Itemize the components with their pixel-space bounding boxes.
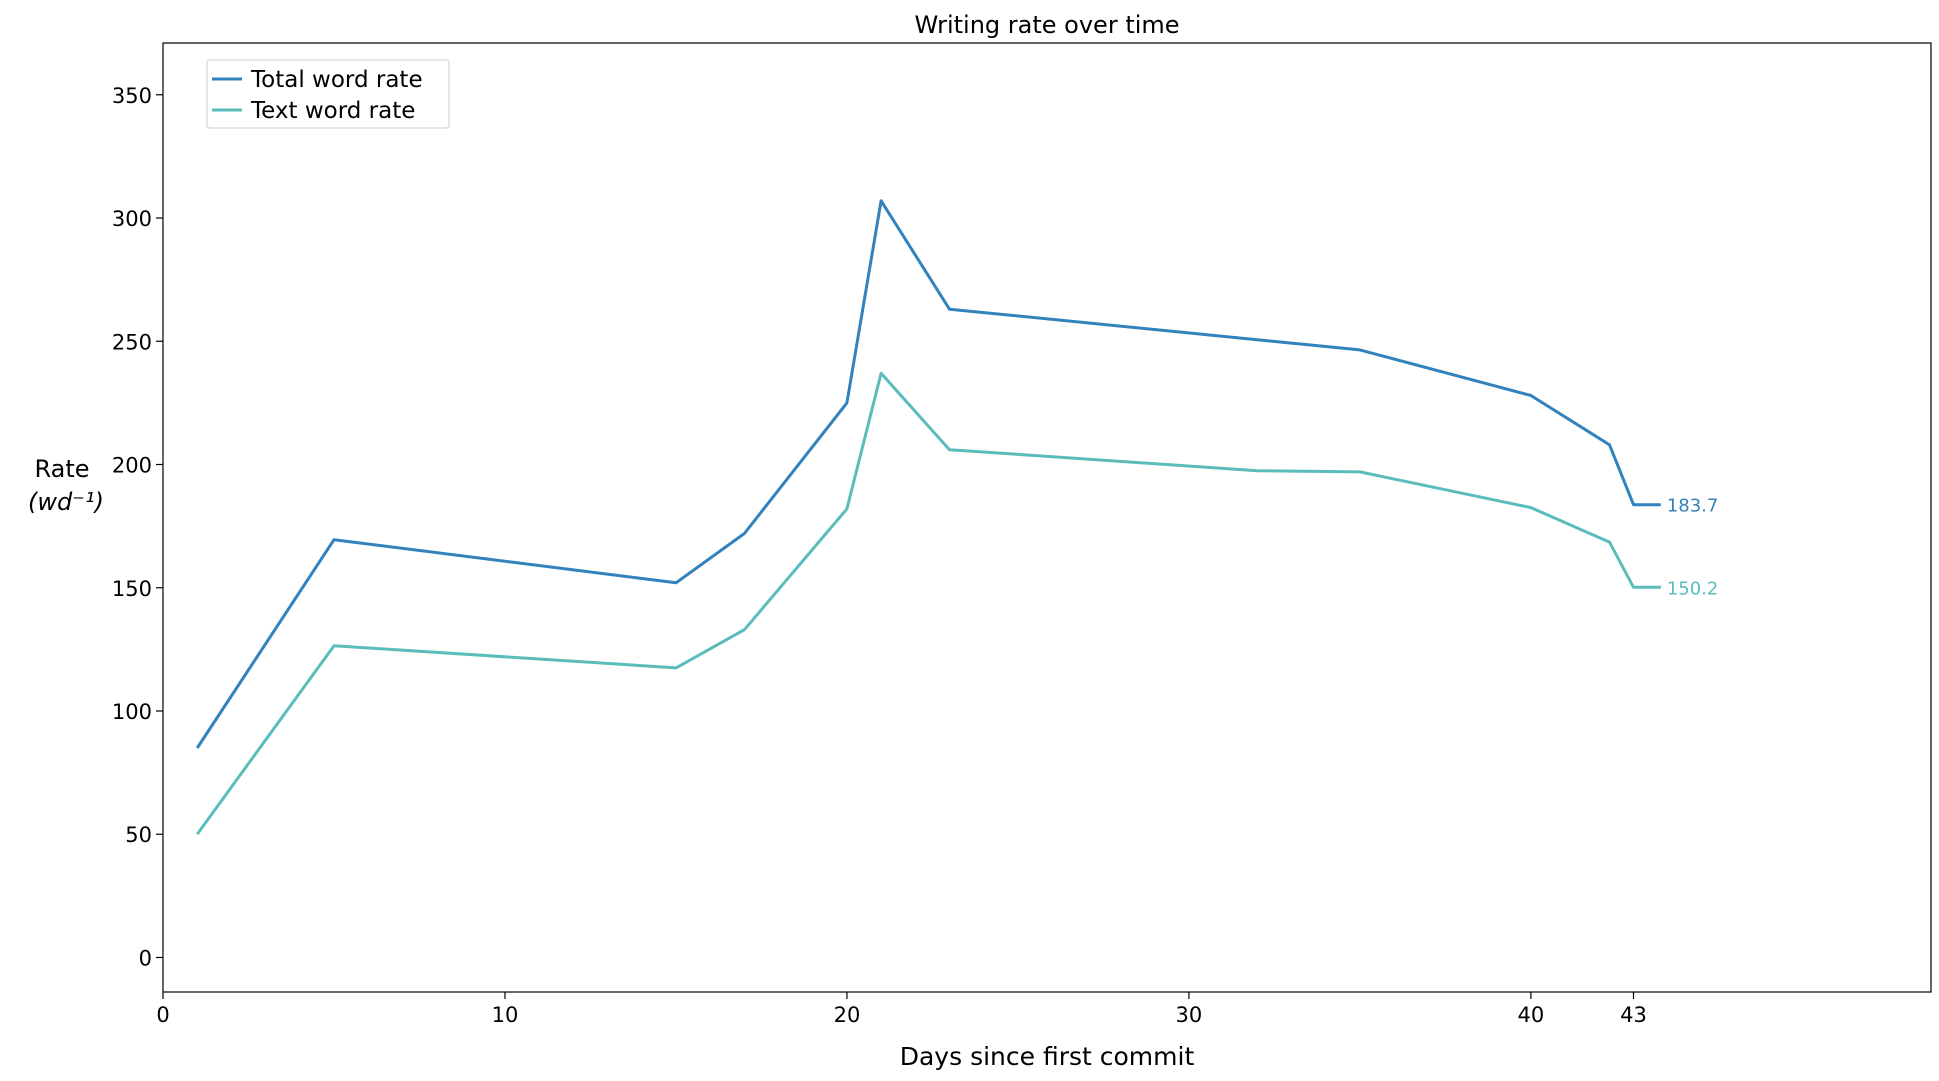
x-axis-label: Days since first commit	[900, 1042, 1195, 1071]
x-tick-label: 10	[492, 1003, 519, 1027]
series-line-text-word-rate	[195, 371, 1661, 836]
y-tick-label: 0	[139, 946, 152, 970]
y-axis-label-line1: Rate	[34, 455, 89, 483]
y-tick-label: 100	[112, 700, 152, 724]
x-tick-label: 20	[834, 1003, 861, 1027]
y-tick-label: 150	[112, 577, 152, 601]
y-tick-label: 50	[125, 823, 152, 847]
series-line-total-word-rate	[195, 199, 1661, 749]
y-axis-ticks: 0 50 100 150 200 250 300 350	[112, 84, 163, 970]
x-tick-label: 40	[1518, 1003, 1545, 1027]
y-axis-label-line2: (wd⁻¹)	[28, 488, 104, 516]
legend-box	[206, 59, 450, 129]
series-end-labels: 183.7 150.2	[1667, 496, 1719, 600]
x-axis-ticks: 0 10 20 30 40 43	[156, 992, 1647, 1027]
end-label-total-word-rate: 183.7	[1667, 496, 1719, 517]
legend: Total word rate Text word rate	[206, 59, 450, 129]
legend-label-text-word-rate: Text word rate	[250, 98, 415, 124]
x-tick-label: 0	[156, 1003, 169, 1027]
plot-frame	[162, 42, 1932, 993]
chart-title: Writing rate over time	[914, 11, 1179, 39]
y-tick-label: 200	[112, 454, 152, 478]
y-tick-label: 350	[112, 84, 152, 108]
legend-label-total-word-rate: Total word rate	[250, 67, 423, 93]
end-label-text-word-rate: 150.2	[1667, 578, 1719, 599]
x-tick-label: 30	[1176, 1003, 1203, 1027]
series-lines	[195, 199, 1661, 836]
y-tick-label: 250	[112, 330, 152, 354]
y-tick-label: 300	[112, 207, 152, 231]
x-tick-label: 43	[1620, 1003, 1647, 1027]
